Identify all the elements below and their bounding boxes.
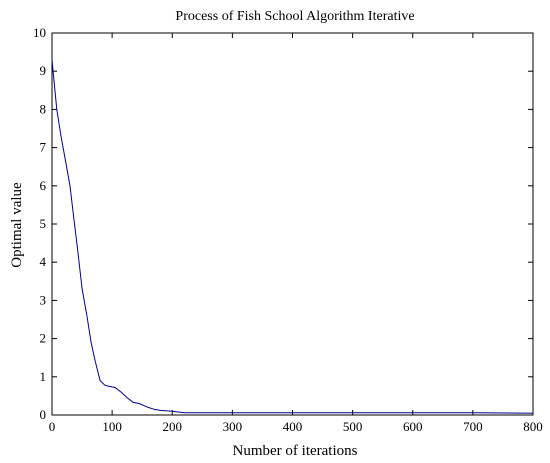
y-tick-label-6: 6: [40, 178, 47, 193]
chart-title: Process of Fish School Algorithm Iterati…: [175, 9, 414, 24]
x-tick-label-3: 300: [223, 419, 243, 434]
y-tick-label-5: 5: [40, 216, 47, 231]
x-tick-label-1: 100: [102, 419, 122, 434]
x-tick-label-8: 800: [523, 419, 543, 434]
y-tick-label-3: 3: [40, 292, 47, 307]
x-tick-label-2: 200: [163, 419, 183, 434]
plot-area: 0 100 200 300 400 500 600 700 800 0 1 2 3 4 5 6 7 8 9 10: [33, 25, 543, 434]
y-tick-label-1: 1: [40, 369, 47, 384]
y-tick-label-10: 10: [33, 25, 46, 40]
y-tick-label-9: 9: [40, 63, 47, 78]
x-tick-label-7: 700: [463, 419, 483, 434]
y-axis-label: Optimal value: [9, 182, 25, 268]
y-tick-label-8: 8: [40, 101, 47, 116]
axes-box: [51, 32, 534, 416]
y-tick-label-4: 4: [40, 254, 47, 269]
x-tick-label-4: 400: [283, 419, 303, 434]
y-tick-label-2: 2: [40, 331, 47, 346]
x-axis-label: Number of iterations: [233, 443, 358, 459]
x-tick-label-6: 600: [403, 419, 423, 434]
x-tick-label-5: 500: [343, 419, 363, 434]
y-tick-label-0: 0: [40, 407, 47, 422]
x-tick-label-0: 0: [49, 419, 56, 434]
y-tick-label-7: 7: [40, 140, 47, 155]
series-line-0: [51, 59, 533, 414]
